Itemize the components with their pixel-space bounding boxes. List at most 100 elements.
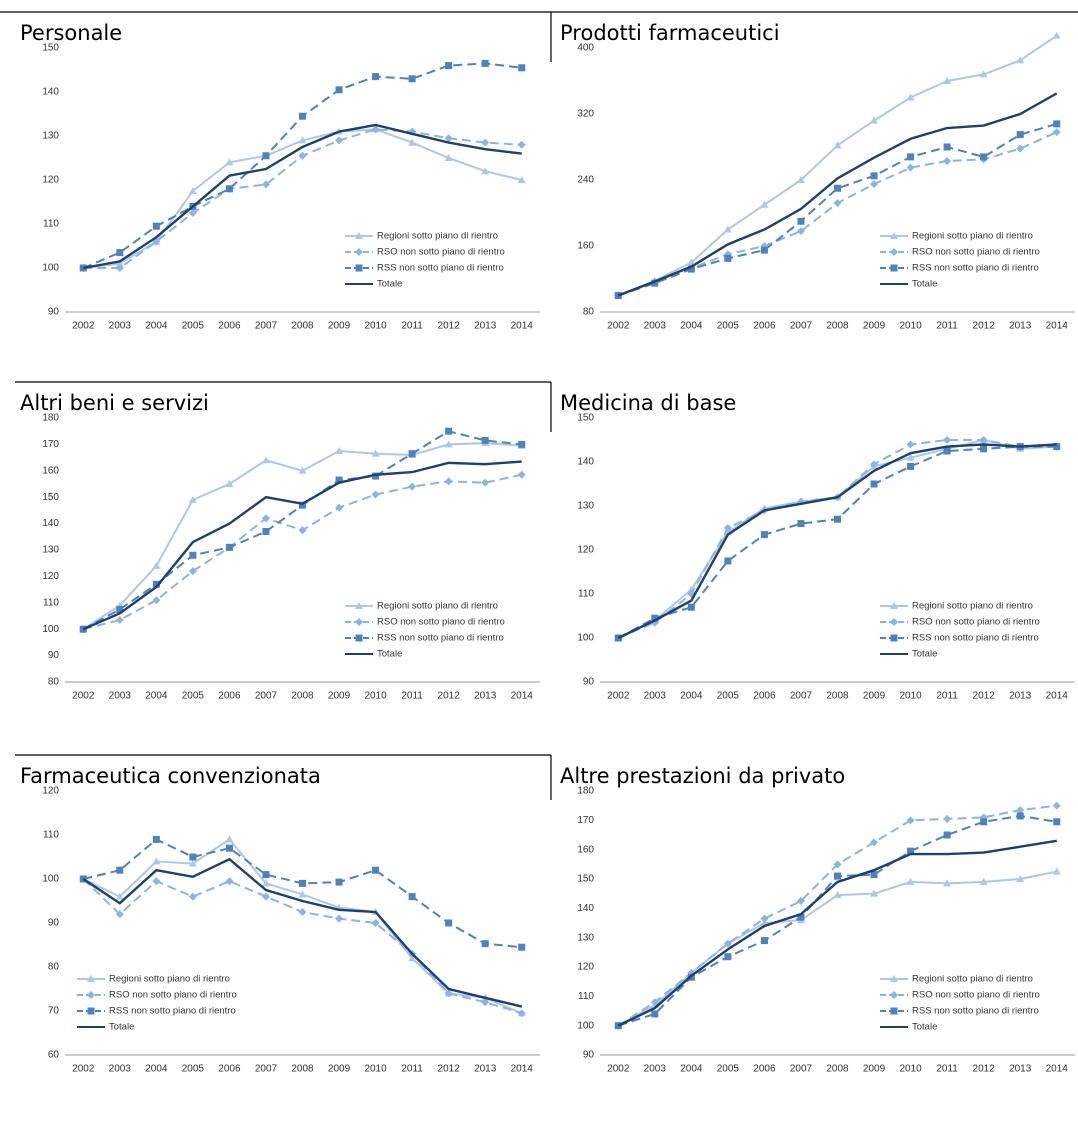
x-tick-label: 2014 (511, 691, 534, 702)
legend-label: RSS non sotto piano di rientro (912, 633, 1039, 644)
marker (189, 853, 197, 861)
marker (335, 136, 344, 145)
marker (834, 872, 841, 880)
marker (890, 264, 898, 272)
marker (444, 440, 453, 448)
series-line (617, 443, 1057, 640)
x-tick-label: 2004 (680, 691, 703, 702)
x-tick-label: 2003 (644, 321, 667, 332)
x-tick-label: 2002 (72, 321, 95, 332)
legend-label: RSS non sotto piano di rientro (377, 263, 504, 274)
x-tick-label: 2004 (145, 321, 168, 332)
legend-label: RSS non sotto piano di rientro (912, 1006, 1039, 1017)
y-tick-label: 150 (577, 413, 594, 424)
marker (1016, 131, 1024, 139)
marker (445, 919, 453, 927)
marker (651, 279, 659, 287)
marker (1052, 31, 1061, 39)
marker (870, 172, 878, 180)
marker (890, 634, 898, 642)
marker (943, 77, 952, 84)
marker (687, 258, 696, 266)
y-tick-label: 240 (577, 175, 594, 186)
marker (651, 614, 659, 622)
y-tick-label: 130 (577, 501, 594, 512)
marker (870, 889, 879, 897)
y-tick-label: 90 (583, 1050, 595, 1061)
legend-label: Totale (377, 279, 402, 290)
legend-label: Regioni sotto piano di rientro (912, 601, 1033, 612)
y-tick-label: 120 (577, 962, 594, 973)
marker (870, 871, 878, 879)
marker (115, 615, 124, 624)
marker (261, 180, 270, 189)
legend-label: Regioni sotto piano di rientro (109, 974, 230, 985)
legend-label: Totale (912, 279, 937, 290)
marker (444, 477, 453, 486)
y-tick-label: 170 (577, 815, 594, 826)
y-tick-label: 90 (583, 677, 595, 688)
marker (890, 975, 898, 982)
marker (152, 857, 161, 865)
marker (115, 892, 124, 900)
marker (225, 844, 233, 852)
x-tick-label: 2012 (973, 321, 996, 332)
marker (979, 70, 988, 78)
y-tick-label: 100 (42, 874, 59, 885)
x-tick-label: 2013 (474, 691, 497, 702)
legend-label: RSO non sotto piano di rientro (377, 617, 505, 628)
marker (299, 879, 306, 887)
x-tick-label: 2014 (511, 321, 534, 332)
legend-label: RSS non sotto piano di rientro (377, 633, 504, 644)
marker (1053, 120, 1061, 128)
marker (481, 138, 490, 147)
marker (408, 75, 416, 83)
marker (797, 217, 805, 225)
x-tick-label: 2013 (474, 321, 497, 332)
marker (890, 232, 898, 239)
y-tick-label: 110 (578, 991, 594, 1002)
x-tick-label: 2003 (644, 691, 667, 702)
marker (723, 939, 732, 948)
marker (797, 520, 805, 528)
x-tick-label: 2005 (182, 321, 205, 332)
x-tick-label: 2003 (109, 321, 132, 332)
y-tick-label: 110 (43, 219, 59, 230)
marker (760, 914, 769, 923)
series-line (82, 838, 523, 1015)
marker (115, 264, 124, 272)
x-tick-label: 2002 (607, 321, 630, 332)
y-tick-label: 160 (42, 465, 59, 476)
y-tick-label: 80 (48, 677, 60, 688)
x-tick-label: 2013 (1009, 321, 1032, 332)
marker (261, 879, 270, 887)
marker (408, 893, 416, 901)
legend-label: Regioni sotto piano di rientro (377, 601, 498, 612)
marker (262, 152, 270, 160)
series-line (82, 857, 523, 1008)
legend-label: RSS non sotto piano di rientro (109, 1006, 236, 1017)
marker (907, 847, 915, 855)
x-tick-label: 2011 (936, 1064, 958, 1075)
x-tick-label: 2014 (1046, 691, 1069, 702)
x-tick-label: 2013 (1009, 691, 1032, 702)
marker (796, 176, 805, 183)
marker (906, 816, 915, 825)
marker (87, 975, 95, 982)
marker (152, 596, 161, 605)
y-tick-label: 110 (43, 597, 59, 608)
x-tick-label: 2009 (328, 1064, 351, 1075)
x-tick-label: 2009 (863, 1064, 886, 1075)
x-tick-label: 2008 (826, 321, 849, 332)
x-tick-label: 2005 (717, 1064, 740, 1075)
x-tick-label: 2010 (899, 1064, 922, 1075)
x-tick-label: 2007 (790, 691, 813, 702)
x-tick-label: 2007 (255, 691, 278, 702)
x-tick-label: 2013 (474, 1064, 497, 1075)
marker (225, 835, 234, 843)
marker (408, 138, 417, 146)
marker (906, 453, 915, 461)
x-tick-label: 2004 (145, 1064, 168, 1075)
marker (943, 879, 952, 887)
y-tick-label: 140 (577, 903, 594, 914)
